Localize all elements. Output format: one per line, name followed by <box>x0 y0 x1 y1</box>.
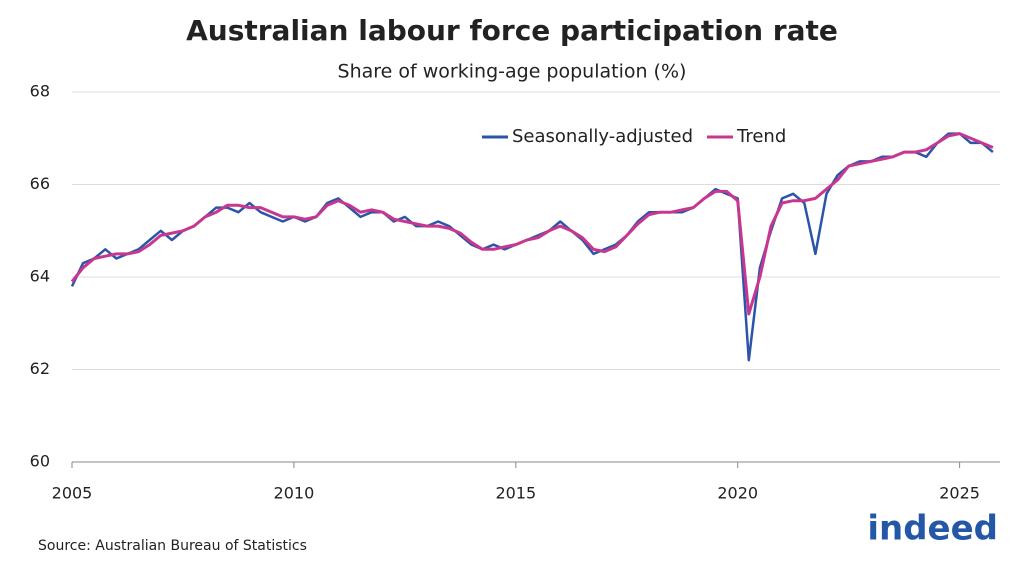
x-tick-label: 2010 <box>274 484 315 503</box>
source: Source: Australian Bureau of Statistics <box>38 538 307 554</box>
legend-label: Seasonally-adjusted <box>512 126 693 147</box>
y-tick-label: 64 <box>30 267 50 286</box>
x-tick-label: 2005 <box>52 484 93 503</box>
series-line <box>70 132 994 316</box>
y-tick-label: 66 <box>30 174 50 193</box>
series-line <box>70 132 994 362</box>
y-tick-label: 60 <box>30 452 50 471</box>
x-tick-label: 2015 <box>495 484 536 503</box>
x-tick-label: 2020 <box>717 484 758 503</box>
legend-label: Trend <box>736 126 786 147</box>
y-tick-label: 68 <box>30 82 50 101</box>
y-tick-label: 62 <box>30 359 50 378</box>
chart-subtitle: Share of working-age population (%) <box>338 61 687 83</box>
chart-title: Australian labour force participation ra… <box>186 14 838 47</box>
logo: indeed <box>867 509 998 549</box>
x-tick-label: 2025 <box>939 484 980 503</box>
